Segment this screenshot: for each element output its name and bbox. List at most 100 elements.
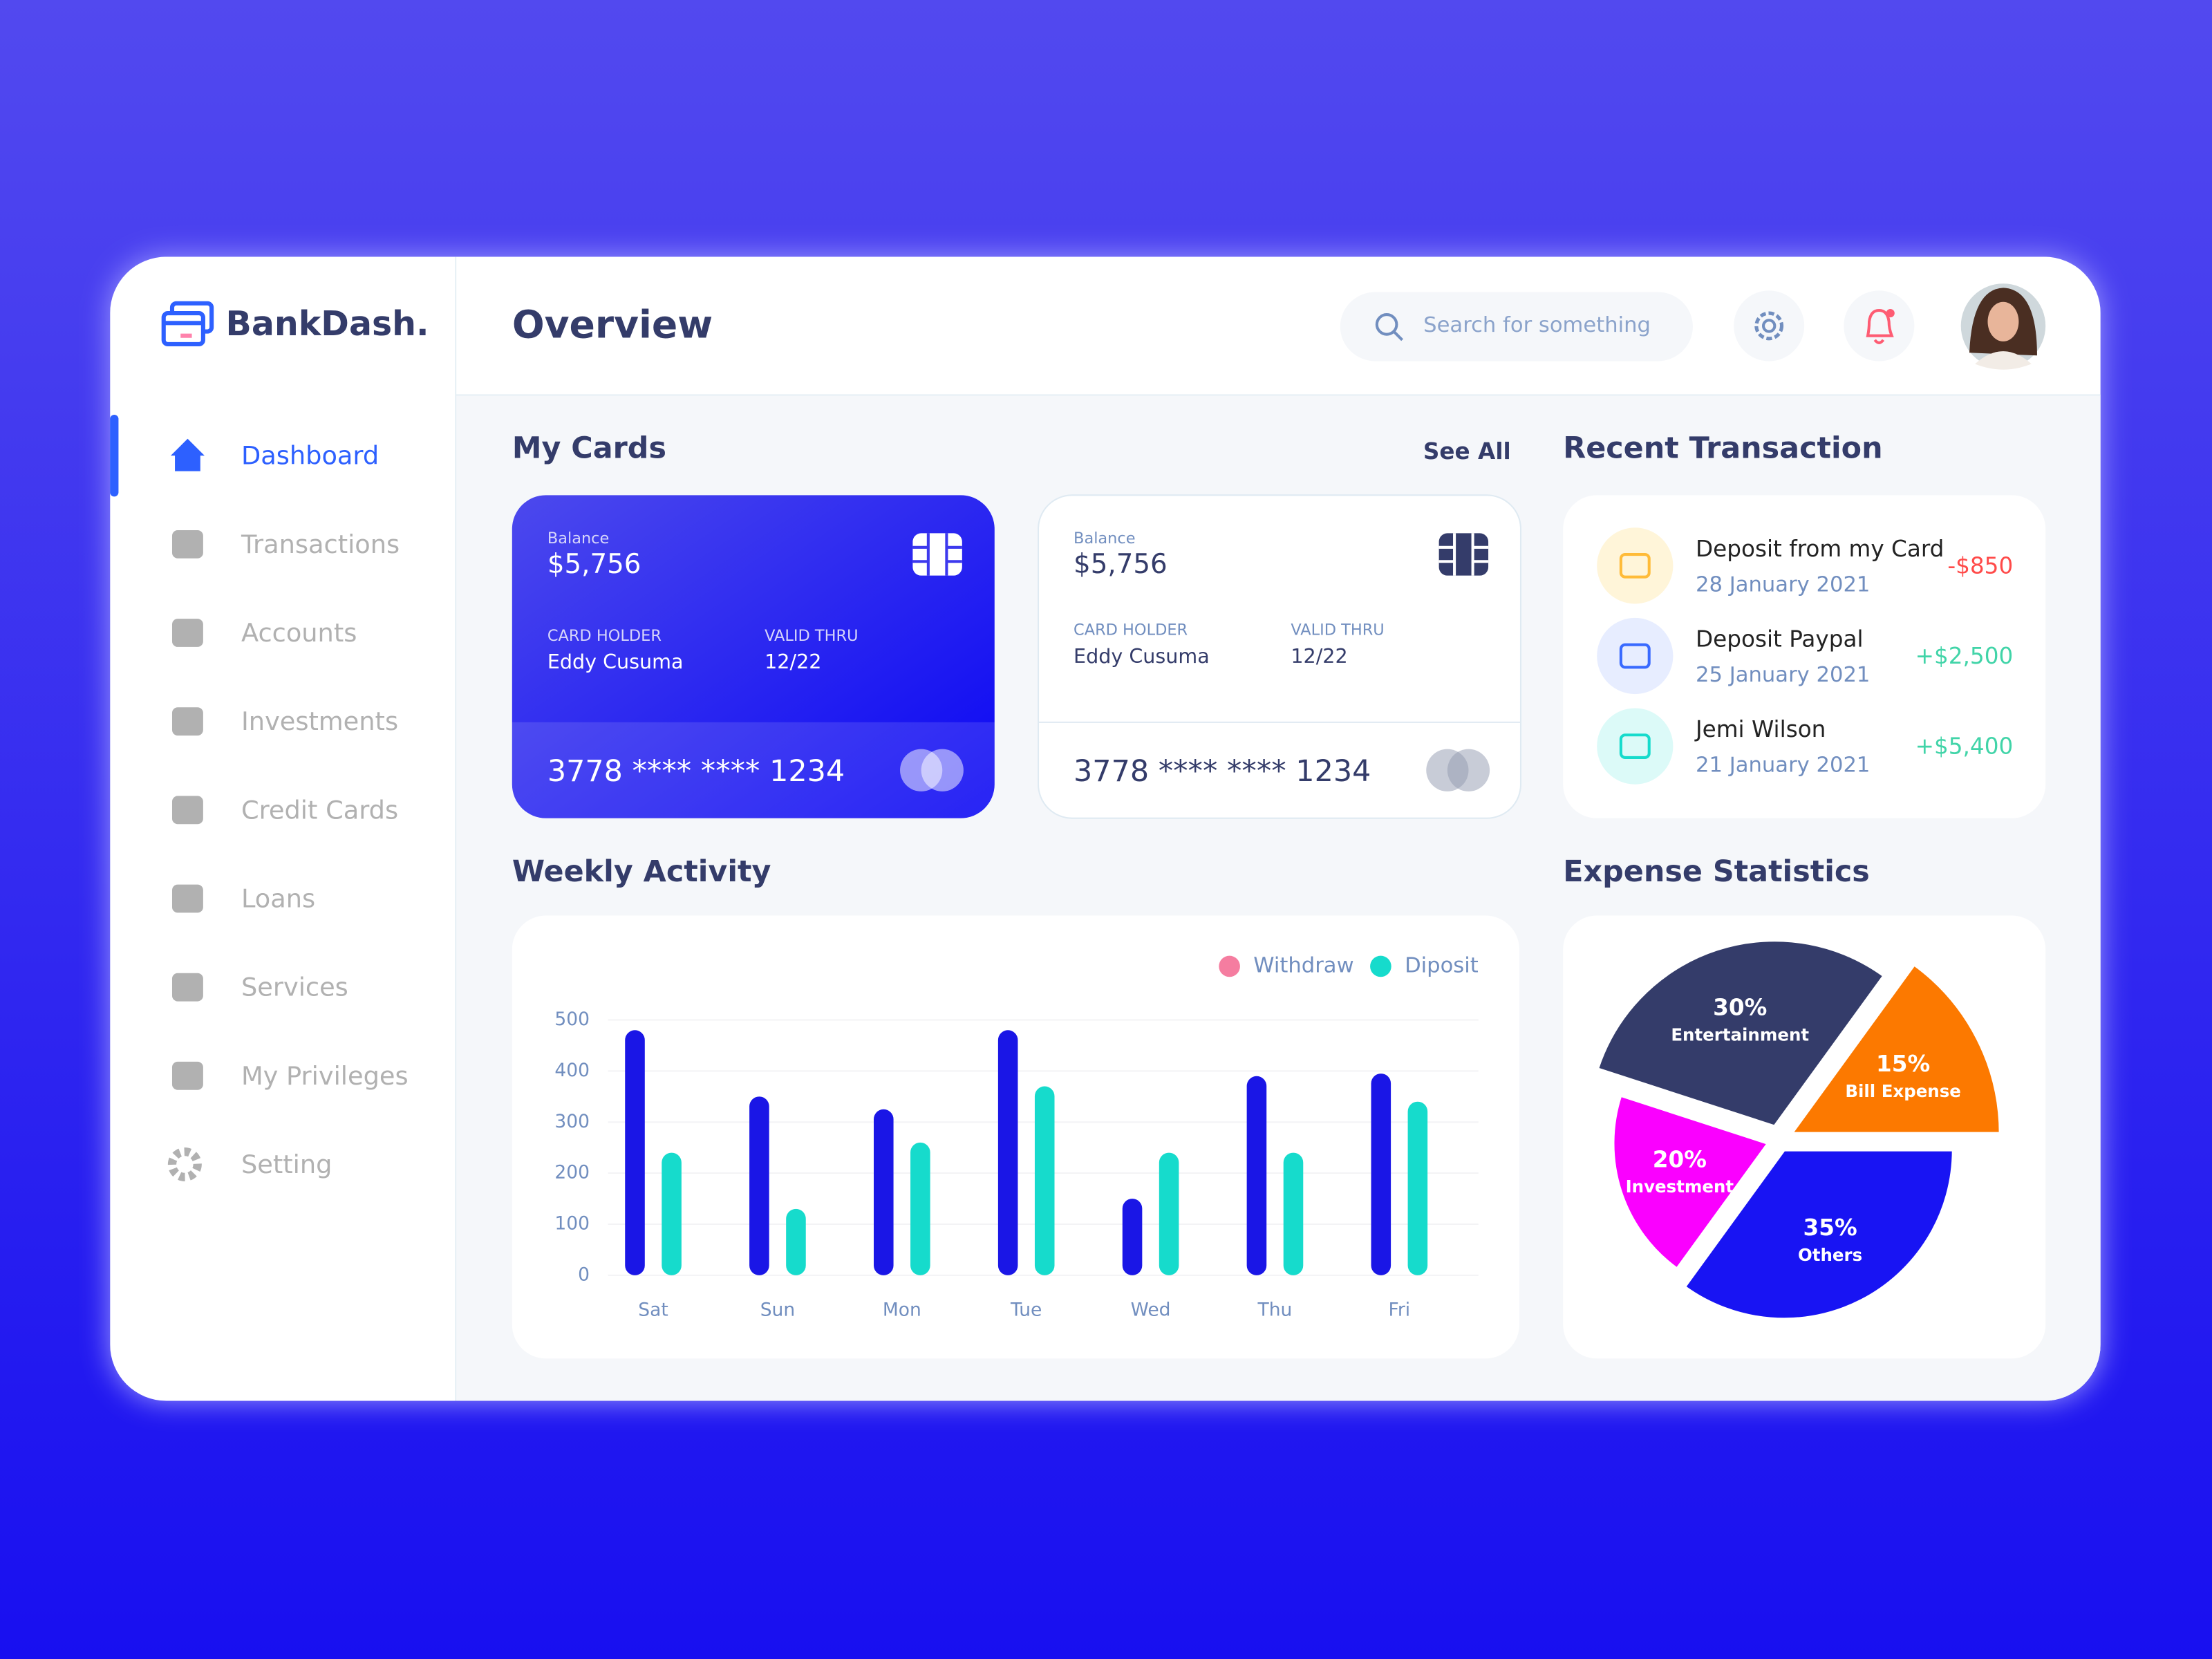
bar	[1159, 1152, 1179, 1275]
valid: 12/22	[765, 650, 821, 673]
transaction-date: 21 January 2021	[1696, 753, 1870, 778]
credit-card[interactable]	[512, 495, 995, 818]
nav: Dashboard Transactions Accounts Investments…	[110, 415, 409, 1181]
section-title: Weekly Activity	[512, 854, 771, 889]
pie-slice	[1683, 1148, 1955, 1321]
search-icon	[1392, 330, 1404, 341]
transaction-date: 25 January 2021	[1696, 663, 1870, 687]
bar	[1246, 1076, 1267, 1275]
weekly-chart: 0 100 200 300 400 500 Sat Sun Mon Tue Wed Thu Fri Dip…	[554, 953, 1479, 1320]
y-tick-label: 0	[578, 1264, 590, 1285]
bar	[662, 1152, 682, 1275]
nav-item[interactable]: Loans	[241, 884, 315, 914]
bar	[786, 1208, 806, 1275]
y-tick-label: 200	[554, 1162, 590, 1183]
pie-slice	[1595, 939, 1886, 1128]
transaction-date: 28 January 2021	[1696, 572, 1870, 597]
transaction-icon	[1597, 617, 1674, 695]
pie-value-label: 35%	[1803, 1215, 1857, 1241]
pie-category-label: Others	[1798, 1245, 1862, 1265]
bar	[1034, 1086, 1055, 1275]
pie-category-label: Entertainment	[1671, 1024, 1809, 1044]
nav-icon	[171, 619, 203, 647]
legend-swatch	[1370, 955, 1391, 977]
bar	[1283, 1152, 1304, 1275]
y-tick-label: 100	[554, 1213, 590, 1235]
nav-item[interactable]: Transactions	[241, 529, 400, 559]
valid: 12/22	[1291, 644, 1347, 668]
x-tick-label: Sun	[760, 1299, 795, 1320]
transaction-icon-glyph	[1619, 553, 1651, 579]
balance-label: Balance	[547, 529, 610, 547]
transactions: Deposit from my Card 28 January 2021 -$850…	[1597, 527, 2014, 785]
notification-button[interactable]	[1844, 290, 1915, 362]
legend-label: Diposit	[1405, 953, 1479, 977]
bar	[910, 1142, 930, 1275]
valid-label: VALID THRU	[1291, 621, 1384, 639]
transaction-amount: +$5,400	[1915, 733, 2014, 760]
search-box[interactable]	[1340, 292, 1693, 362]
bar	[1407, 1101, 1428, 1275]
balance: $5,756	[547, 549, 641, 580]
nav-item[interactable]: My Privileges	[241, 1061, 409, 1091]
section-title: Expense Statistics	[1563, 854, 1870, 889]
nav-item[interactable]: Credit Cards	[241, 795, 398, 825]
pie-value-label: 20%	[1653, 1146, 1707, 1172]
holder-label: CARD HOLDER	[547, 627, 662, 645]
pie-category-label: Investment	[1626, 1177, 1734, 1197]
card-chip	[912, 533, 962, 576]
nav-item[interactable]: Setting	[241, 1150, 332, 1179]
nav-icon	[171, 884, 203, 913]
holder-label: CARD HOLDER	[1074, 621, 1188, 639]
pie-slice	[1788, 962, 2002, 1135]
legend-label: Withdraw	[1253, 953, 1353, 977]
valid-label: VALID THRU	[765, 627, 858, 645]
transaction-name[interactable]: Jemi Wilson	[1694, 716, 1826, 742]
nav-icon	[170, 438, 205, 471]
transaction-icon-glyph	[1619, 733, 1651, 759]
transaction-icon	[1597, 527, 1674, 604]
nav-icon	[167, 1147, 202, 1181]
nav-item[interactable]: Investments	[241, 706, 398, 736]
bar	[749, 1096, 769, 1275]
credit-card[interactable]	[1038, 494, 1522, 819]
card-chip-lines	[1438, 533, 1489, 576]
pie-slice	[1611, 1094, 1771, 1271]
holder: Eddy Cusuma	[547, 650, 684, 673]
card-chip	[1438, 533, 1489, 576]
nav-item[interactable]: Services	[241, 973, 348, 1002]
section-title: My Cards	[512, 431, 666, 466]
x-tick-label: Mon	[883, 1299, 921, 1320]
section-title: Recent Transaction	[1563, 431, 1882, 466]
x-tick-label: Tue	[1010, 1299, 1042, 1320]
nav-icon	[171, 973, 203, 1002]
x-tick-label: Wed	[1131, 1299, 1171, 1320]
transaction-icon-glyph	[1619, 643, 1651, 669]
card-logo	[921, 749, 964, 791]
card-logo	[1447, 749, 1490, 791]
settings-button[interactable]	[1734, 290, 1805, 362]
pie-value-label: 15%	[1876, 1051, 1930, 1077]
bar	[997, 1030, 1018, 1275]
nav-item[interactable]: Accounts	[241, 618, 357, 648]
see-all-link[interactable]: See All	[1423, 438, 1511, 465]
bar	[1371, 1074, 1391, 1275]
balance-label: Balance	[1074, 529, 1135, 547]
transaction-name[interactable]: Deposit from my Card	[1696, 536, 1944, 562]
avatar[interactable]	[1960, 283, 2046, 370]
active-indicator	[110, 415, 119, 497]
card-chip-lines	[912, 533, 962, 576]
bar	[873, 1109, 894, 1275]
notification-dot	[1886, 308, 1895, 318]
cards: Balance $5,756 CARD HOLDER Eddy Cusuma VALID…	[512, 494, 1522, 819]
y-tick-label: 300	[554, 1111, 590, 1132]
settings-icon	[1754, 311, 1784, 341]
bar	[1122, 1199, 1143, 1275]
nav-item[interactable]: Dashboard	[241, 441, 379, 471]
x-tick-label: Thu	[1257, 1299, 1293, 1320]
holder: Eddy Cusuma	[1074, 644, 1210, 668]
transaction-icon	[1597, 708, 1674, 785]
transaction-name[interactable]: Deposit Paypal	[1696, 626, 1863, 653]
